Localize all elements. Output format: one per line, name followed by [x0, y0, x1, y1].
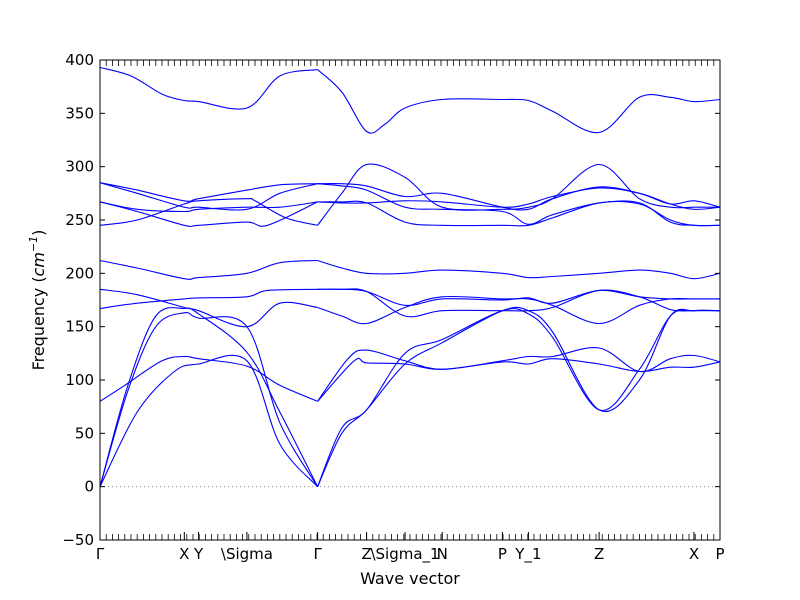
dispersion-branch-0	[99, 307, 319, 487]
dispersion-branch-26	[317, 69, 721, 134]
y-axis-label-text: Frequency	[29, 288, 48, 371]
y-axis-label-unit-exponent: −1	[27, 236, 40, 252]
x-tick-label: N	[437, 545, 448, 563]
dispersion-branch-9	[99, 201, 318, 213]
plot-frame	[99, 59, 721, 541]
y-axis-label-close: )	[29, 230, 48, 236]
dispersion-branch-4	[99, 288, 318, 310]
dispersion-branch-18	[317, 288, 720, 306]
dispersion-branch-24	[317, 183, 721, 227]
y-axis-label-unit: cm	[29, 252, 48, 276]
x-tick-label: Y	[193, 545, 204, 563]
dispersion-branch-10	[99, 182, 318, 211]
dispersion-branch-23	[317, 183, 721, 211]
x-tick-label: P	[715, 545, 724, 563]
y-axis-ticks: −50 0 50 100 150 200 250 300 350 400	[62, 51, 720, 549]
x-axis-label: Wave vector	[360, 569, 460, 588]
y-tick-label: 400	[65, 51, 94, 69]
plot-content	[99, 66, 721, 488]
y-tick-label: 0	[84, 478, 94, 496]
dispersion-branch-14	[317, 308, 721, 487]
x-tick-label: X	[689, 545, 699, 563]
y-axis-label-open: (	[29, 276, 48, 287]
dispersion-branch-20	[317, 259, 721, 280]
x-tick-label: X	[179, 545, 189, 563]
y-tick-label: 350	[65, 104, 94, 122]
x-tick-label: Z	[594, 545, 604, 563]
dispersion-branch-15	[317, 357, 721, 402]
dispersion-branch-8	[99, 201, 318, 228]
x-tick-label: Z	[361, 545, 371, 563]
y-tick-label: 200	[65, 264, 94, 282]
x-tick-label: P	[498, 545, 507, 563]
x-tick-label: Y_1	[514, 545, 541, 564]
y-tick-label: 250	[65, 211, 94, 229]
dispersion-branch-1	[99, 311, 319, 487]
dispersion-branch-5	[99, 288, 318, 328]
y-tick-label: 300	[65, 158, 94, 176]
dispersion-branch-25	[317, 200, 721, 227]
dispersion-branch-11	[99, 182, 318, 202]
dispersion-branch-21	[317, 163, 720, 226]
x-axis-ticks: Γ X Y \Sigma Γ Z\Sigma_1N P Y_1 Z X P	[96, 60, 725, 564]
y-tick-label: 50	[75, 424, 94, 442]
x-tick-label: Γ	[313, 545, 322, 563]
y-tick-label: 100	[65, 371, 94, 389]
x-tick-label: \Sigma_1	[370, 545, 439, 564]
x-tick-label: \Sigma	[221, 545, 273, 563]
dispersion-branch-16	[317, 347, 721, 402]
dispersion-branch-12	[99, 66, 318, 110]
y-tick-label: 150	[65, 318, 94, 336]
x-tick-label: Γ	[96, 545, 105, 563]
dispersion-branch-17	[317, 295, 720, 325]
dispersion-branch-3	[99, 355, 318, 402]
dispersion-branch-7	[99, 197, 318, 226]
dispersion-branch-2	[99, 354, 319, 488]
dispersion-branch-6	[99, 259, 318, 280]
y-tick-label: −50	[62, 531, 94, 549]
dispersion-branch-19	[317, 288, 721, 318]
y-axis-label: Frequency (cm−1)	[27, 230, 48, 371]
